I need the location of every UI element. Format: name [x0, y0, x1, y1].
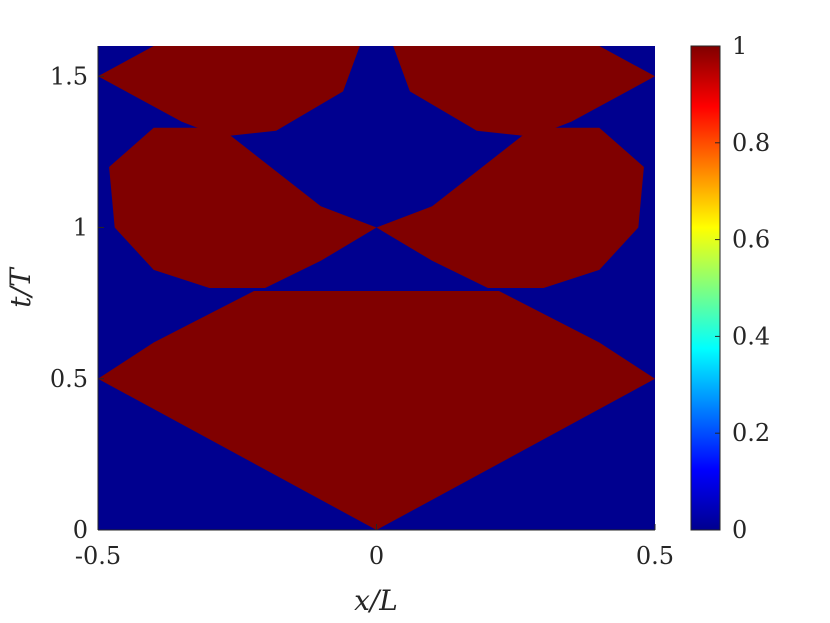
y-tick-label: 1.5 — [50, 62, 88, 90]
y-axis-label: t/T — [4, 266, 37, 308]
heatmap-region-left-middle-lobe — [109, 127, 377, 288]
colorbar-tick-label: 1 — [732, 32, 747, 60]
colorbar-tick-label: 0.8 — [732, 129, 770, 157]
heatmap-region-right-middle-lobe — [376, 127, 644, 288]
axes: -0.5 0 0.500.511.5 — [50, 46, 674, 570]
colorbar-tick-label: 0.4 — [732, 322, 770, 350]
plot-area — [98, 46, 655, 530]
colorbar-tick-label: 0 — [732, 516, 747, 544]
heatmap-region-right-upper-lobe — [393, 46, 655, 137]
colorbar-gradient — [690, 45, 721, 531]
heatmap-region-lower-diamond — [98, 291, 655, 530]
x-tick-label: 0.5 — [636, 542, 674, 570]
x-axis-label: x/L — [354, 584, 398, 617]
y-tick-label: 0.5 — [50, 365, 88, 393]
heatmap-region-left-upper-lobe — [98, 46, 360, 137]
y-tick-label: 1 — [73, 214, 88, 242]
x-tick-label: -0.5 — [75, 542, 121, 570]
y-tick-label: 0 — [73, 516, 88, 544]
x-tick-label: 0 — [369, 542, 384, 570]
colorbar-tick-label: 0.6 — [732, 226, 770, 254]
colorbar-tick-label: 0.2 — [732, 419, 770, 447]
colorbar: 0 0.2 0.4 0.6 0.8 1 — [690, 32, 770, 544]
